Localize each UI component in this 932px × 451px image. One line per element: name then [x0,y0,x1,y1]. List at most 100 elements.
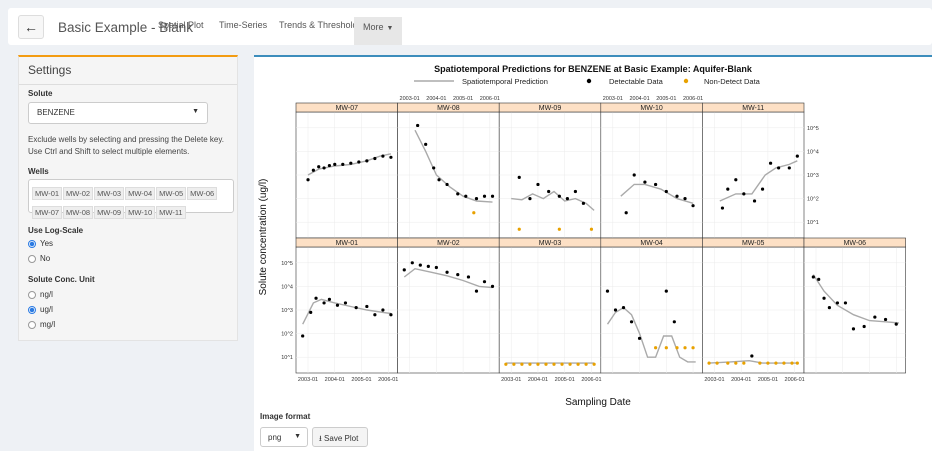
detect-point [389,313,393,317]
radio-circle[interactable] [28,290,36,299]
settings-sidebar: Settings Solute BENZENE ▼ Exclude wells b… [18,55,238,341]
detect-point [306,178,310,182]
tab-spatial-plot[interactable]: Spatial Plot [158,20,204,30]
solute-select[interactable]: BENZENE ▼ [28,102,208,124]
detect-point [691,204,695,208]
y-axis-title: Solute concentration (ug/l) [258,179,269,296]
nondetect-point [742,361,746,365]
nondetect-point [568,362,572,366]
detect-point [565,197,569,201]
log-scale-radio-yes[interactable]: Yes [28,239,53,248]
detect-point [637,336,642,340]
log-scale-radio-no[interactable]: No [28,254,50,263]
wells-multiselect[interactable]: MW-01 MW-02 MW-03 MW-04 MW-05 MW-06 MW-07 MW-08… [28,179,234,219]
x-tick-label: 2003-01 [704,377,724,383]
x-tick-label: 2006-01 [378,377,398,383]
well-chip[interactable]: MW-03 [94,187,125,200]
caret-down-icon: ▼ [294,433,301,440]
nondetect-point [654,346,658,350]
panel-label: MW-01 [336,240,359,247]
detect-point [851,327,856,331]
nondetect-point [589,227,594,231]
x-tick-label: 2006-01 [785,377,805,383]
well-chip[interactable]: MW-04 [125,187,156,200]
detect-point [416,123,420,128]
well-chip[interactable]: MW-11 [156,206,186,219]
unit-radio-ugl[interactable]: ug/l [28,305,53,314]
detect-point [742,192,746,196]
prediction-line [812,274,899,324]
radio-circle[interactable] [28,254,36,263]
prediction-line [620,183,694,204]
image-format-select[interactable]: png ▼ [260,427,308,447]
detect-point [327,297,332,301]
panel-strip [803,237,906,248]
nondetect-point [557,227,561,231]
legend-detect-label: Detectable Data [609,77,664,86]
detect-point [434,265,438,270]
detect-point [317,165,321,169]
back-button[interactable]: ← [18,15,44,39]
well-chip[interactable]: MW-05 [156,187,187,200]
prediction-line [709,359,798,364]
x-tick-label-top: 2003-01 [603,96,623,102]
detect-point [490,284,495,288]
x-tick-label: 2004-01 [528,377,548,383]
detect-point [381,154,385,158]
detect-point [720,206,725,210]
well-chip[interactable]: MW-07 [32,206,63,219]
well-chip[interactable]: MW-02 [63,187,94,200]
detect-point [843,301,848,305]
save-plot-button[interactable]: ⭳ Save Plot [312,427,368,447]
nondetect-point [734,361,738,365]
detect-point [760,187,765,191]
detect-point [311,168,315,172]
panel-label: MW-06 [844,240,867,247]
detect-point [474,289,479,293]
detect-point [402,268,406,272]
tab-time-series[interactable]: Time-Series [219,20,268,30]
detect-point [768,161,773,165]
radio-label: ug/l [40,305,53,314]
panel-label: MW-08 [437,105,460,112]
well-chip[interactable]: MW-01 [32,187,63,200]
tab-more-dropdown[interactable]: More ▼ [354,17,403,45]
nondetect-point [726,361,730,365]
detect-point [664,189,668,194]
detect-point [528,197,532,201]
detect-point [817,277,821,281]
x-tick-label: 2003-01 [501,377,521,383]
radio-circle[interactable] [28,320,36,329]
detect-point [309,310,313,314]
nondetect-point [520,362,524,366]
divider [19,84,237,85]
prediction-line [403,267,493,289]
detect-point [811,275,815,279]
unit-radio-mgl[interactable]: mg/l [28,320,55,329]
detect-point [445,182,449,187]
y-tick-label-right: 10^4 [807,149,819,155]
panel-label: MW-10 [640,105,663,112]
tab-trends-thresholds[interactable]: Trends & Thresholds [279,20,363,30]
radio-circle[interactable] [28,239,36,248]
nondetect-point [528,362,532,366]
unit-radio-ngl[interactable]: ng/l [28,290,53,299]
detect-point [573,189,578,194]
well-chip[interactable]: MW-06 [187,187,218,200]
nondetect-point [675,346,679,350]
settings-title: Settings [28,63,72,77]
arrow-left-icon: ← [24,19,38,35]
detect-point [327,163,332,168]
detect-point [726,187,730,191]
panel-label: MW-02 [437,240,460,247]
detect-point [629,320,634,324]
radio-circle[interactable] [28,305,36,314]
detect-point [672,320,676,324]
x-tick-label: 2003-01 [298,377,318,383]
well-chip[interactable]: MW-08 [63,206,94,219]
detect-point [621,306,626,310]
y-tick-label: 10^2 [281,332,293,338]
well-chip[interactable]: MW-09 [94,206,125,219]
well-chip[interactable]: MW-10 [125,206,156,219]
detect-point [536,182,540,187]
